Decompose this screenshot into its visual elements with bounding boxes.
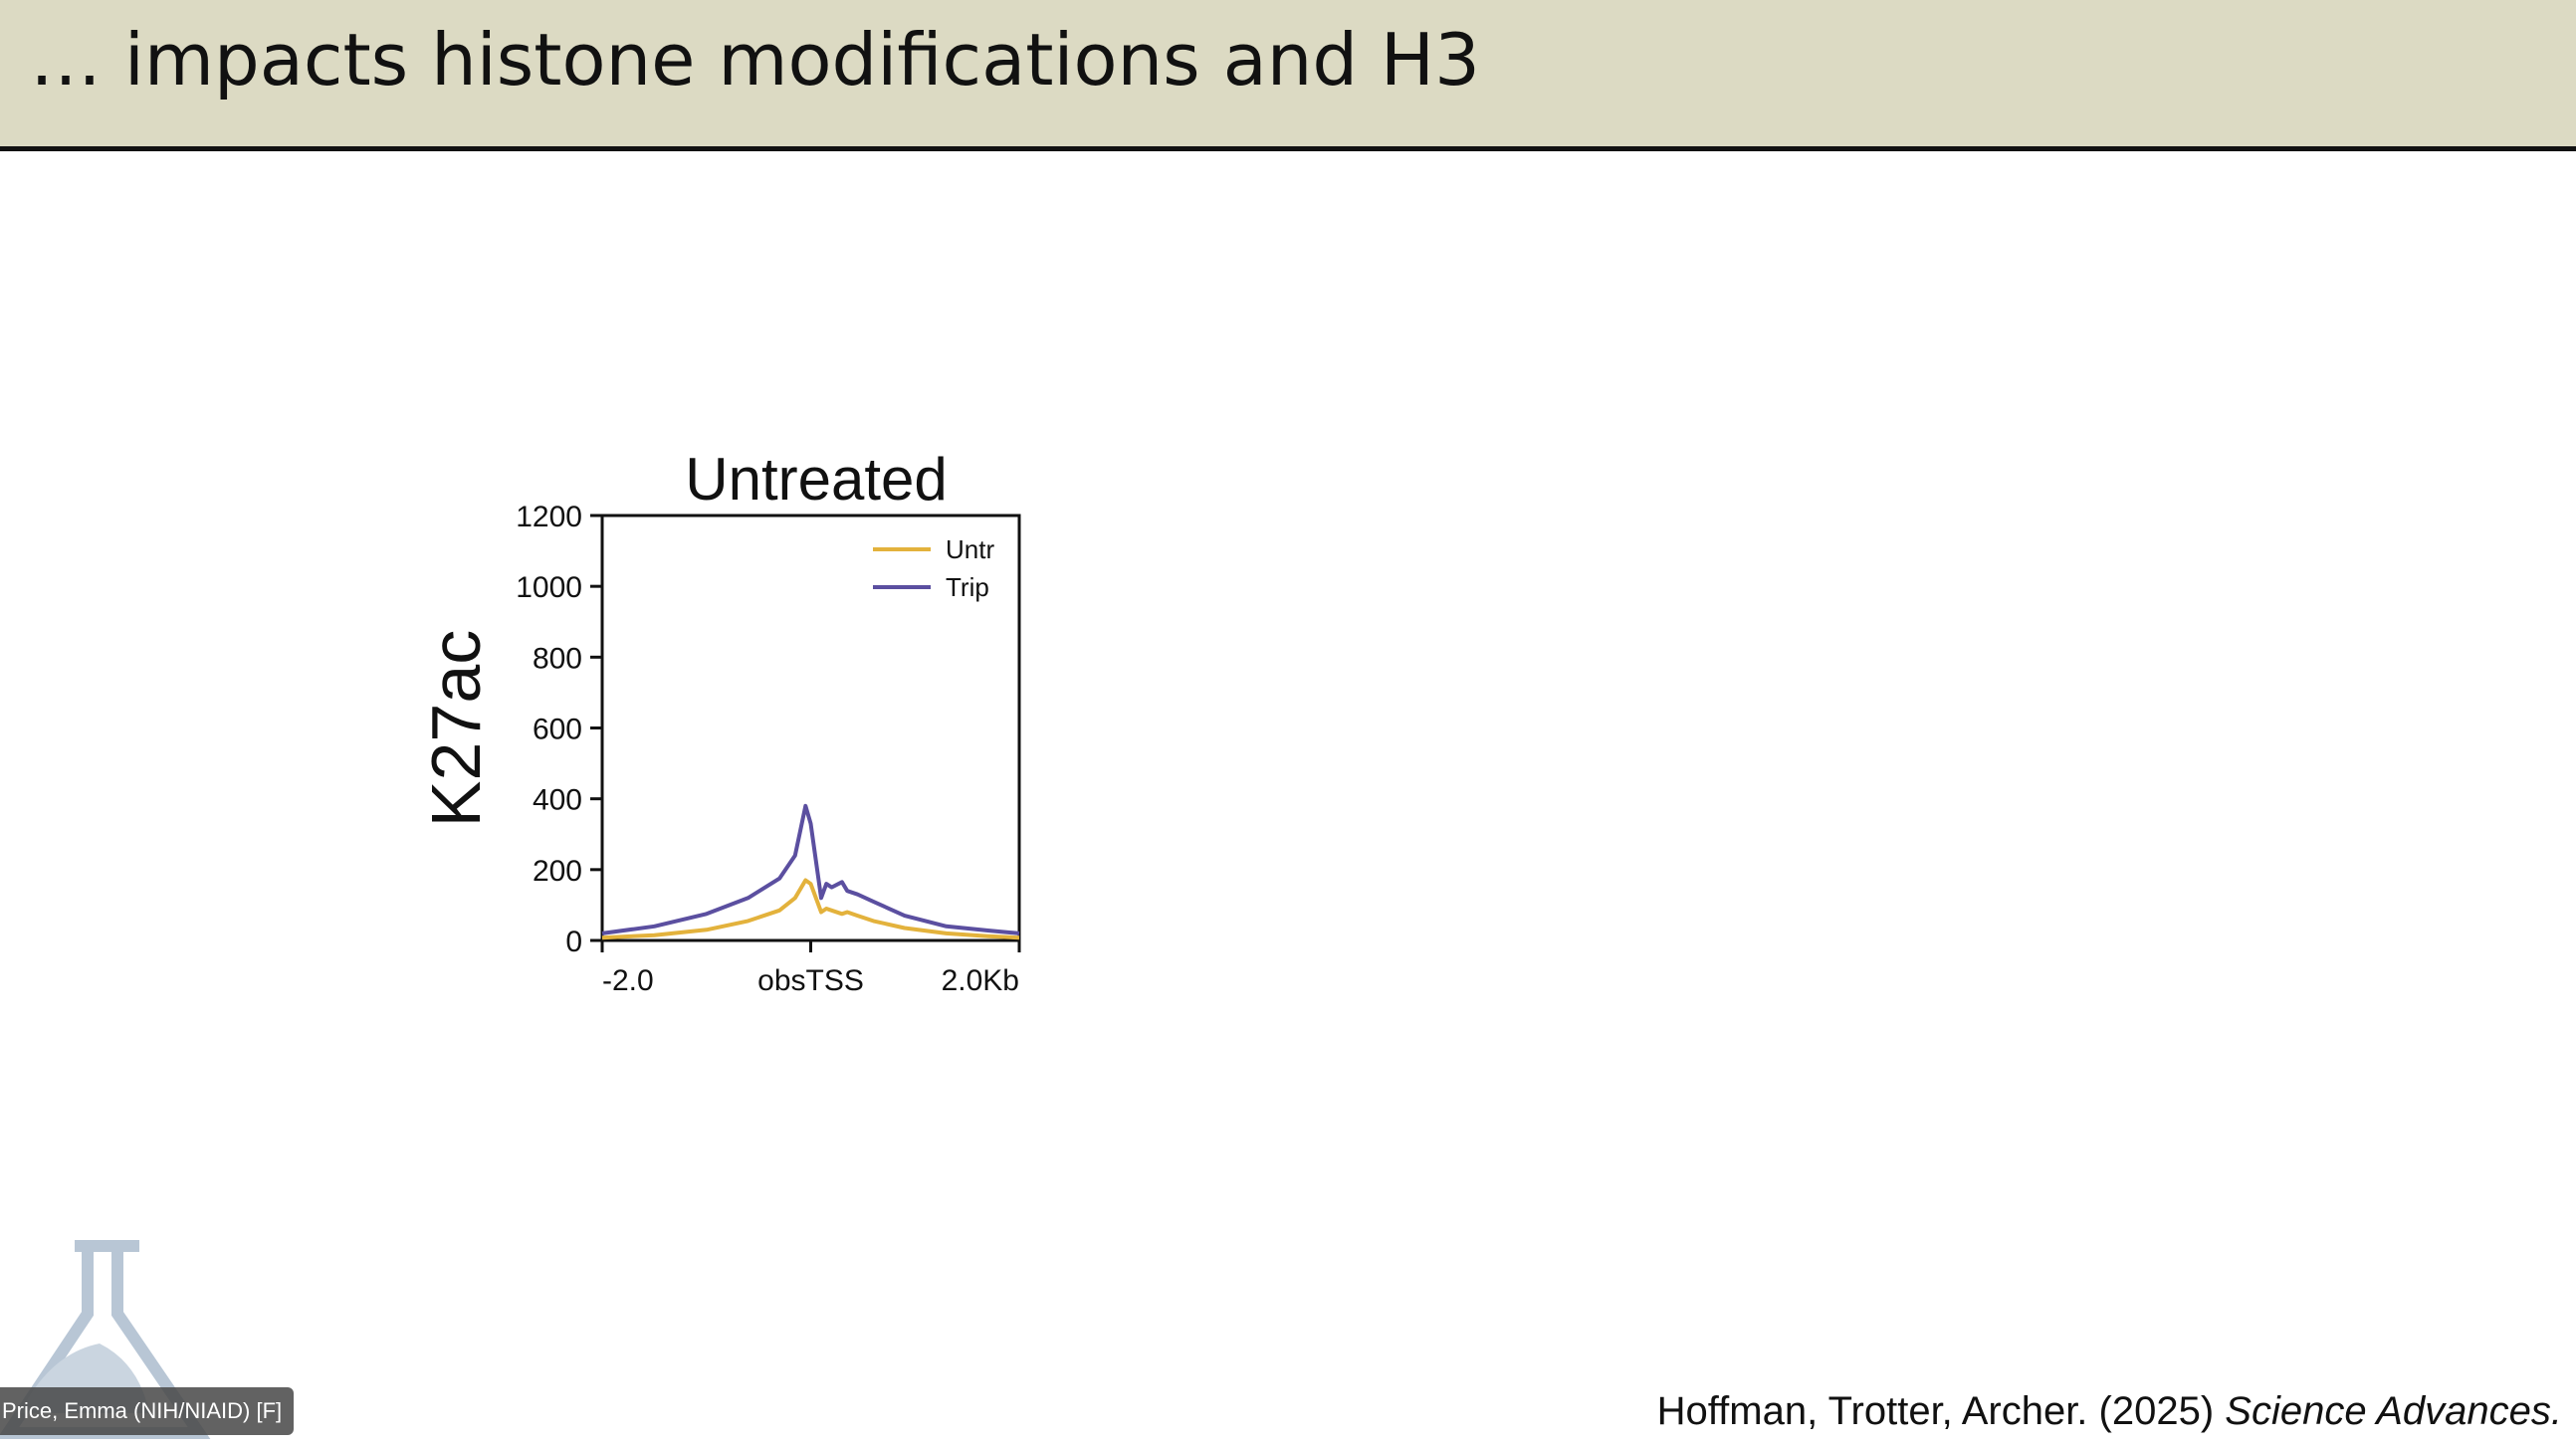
title-bar: … impacts histone modifications and H3 xyxy=(0,0,2576,151)
x-tick-label: 2.0Kb xyxy=(942,964,1019,997)
x-tick-label: -2.0 xyxy=(602,964,654,997)
y-tick-label: 0 xyxy=(565,926,582,958)
legend-label-trip: Trip xyxy=(946,572,989,602)
y-axis-label: K27ac xyxy=(417,630,495,827)
y-tick-label: 200 xyxy=(533,855,582,888)
x-axis-ticks: -2.0 obsTSS 2.0Kb xyxy=(600,940,1021,997)
y-axis-ticks: 0 200 400 600 800 1000 1200 xyxy=(516,501,602,958)
citation-journal: Science Advances. xyxy=(2225,1389,2562,1433)
y-tick-label: 1000 xyxy=(516,571,582,604)
slide-title: … impacts histone modifications and H3 xyxy=(30,18,1480,102)
citation-authors: Hoffman, Trotter, Archer. (2025) xyxy=(1656,1389,2226,1433)
line-chart: Untreated K27ac 0 200 400 600 800 1000 1200 -2… xyxy=(417,446,1021,997)
series-lines xyxy=(601,803,1020,940)
y-tick-label: 1200 xyxy=(516,501,582,533)
y-tick-label: 800 xyxy=(533,642,582,675)
participant-name-badge: Price, Emma (NIH/NIAID) [F] xyxy=(0,1387,295,1435)
x-tick-label: obsTSS xyxy=(757,964,864,997)
chart-title: Untreated xyxy=(685,446,948,513)
y-tick-label: 400 xyxy=(533,784,582,817)
series-line-trip xyxy=(601,803,1020,935)
legend: Untr Trip xyxy=(873,534,994,602)
legend-label-untr: Untr xyxy=(946,534,994,564)
series-line-untr xyxy=(601,878,1020,940)
y-tick-label: 600 xyxy=(533,714,582,746)
citation: Hoffman, Trotter, Archer. (2025) Science… xyxy=(1657,1389,2562,1434)
